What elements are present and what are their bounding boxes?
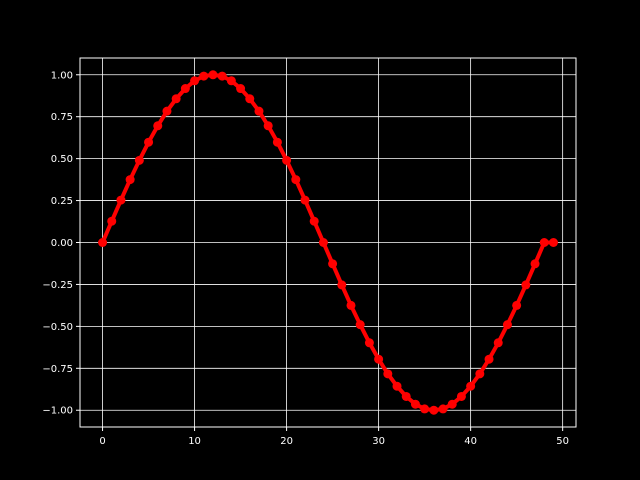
y-tick-label: −0.25 xyxy=(42,280,73,291)
y-tick-label: −0.50 xyxy=(42,322,73,333)
data-point xyxy=(346,300,356,310)
data-point xyxy=(245,94,255,104)
data-point xyxy=(144,137,154,147)
data-point xyxy=(530,259,540,269)
data-point xyxy=(374,354,384,364)
data-point xyxy=(263,121,273,131)
data-point xyxy=(493,338,503,348)
x-tick-label: 50 xyxy=(556,436,569,447)
data-point xyxy=(539,238,549,247)
x-tick-label: 30 xyxy=(372,436,385,447)
data-point xyxy=(282,155,292,165)
data-point xyxy=(116,195,126,205)
data-point xyxy=(521,280,531,290)
data-point xyxy=(171,94,181,104)
data-point xyxy=(438,404,448,414)
data-point xyxy=(548,238,558,247)
y-axis: −1.00 −0.75 −0.50 −0.25 0.00 0.25 0.50 0.75 1.00 xyxy=(42,70,80,417)
data-point xyxy=(401,391,411,401)
data-point xyxy=(162,106,172,116)
data-point xyxy=(512,300,522,310)
data-point xyxy=(318,238,328,247)
data-point xyxy=(309,216,319,226)
data-point xyxy=(328,259,338,269)
y-tick-label: −1.00 xyxy=(42,406,73,417)
y-tick-label: 0.00 xyxy=(51,238,73,249)
data-point xyxy=(337,280,347,290)
x-tick-label: 20 xyxy=(280,436,293,447)
data-point xyxy=(217,71,227,81)
data-point xyxy=(466,381,476,391)
grid-lines xyxy=(80,58,576,427)
data-point xyxy=(199,71,209,81)
data-point xyxy=(98,238,108,247)
data-point xyxy=(420,404,430,414)
data-point xyxy=(429,405,439,415)
series-layer xyxy=(98,70,558,415)
x-tick-label: 10 xyxy=(188,436,201,447)
data-point xyxy=(475,369,485,379)
y-tick-label: 0.75 xyxy=(51,112,73,123)
data-point xyxy=(456,391,466,401)
y-tick-label: −0.75 xyxy=(42,364,73,375)
data-point xyxy=(392,381,402,391)
data-point xyxy=(447,399,457,409)
data-point xyxy=(208,70,218,80)
x-axis: 0 10 20 30 40 50 xyxy=(99,427,569,447)
data-point xyxy=(153,121,163,131)
x-tick-label: 0 xyxy=(99,436,105,447)
y-tick-label: 0.50 xyxy=(51,154,73,165)
data-point xyxy=(226,76,236,86)
data-point xyxy=(355,320,365,330)
data-point xyxy=(300,195,310,205)
data-point xyxy=(190,76,200,86)
data-point xyxy=(484,354,494,364)
data-point xyxy=(107,216,117,226)
data-point xyxy=(125,175,135,185)
x-tick-label: 40 xyxy=(464,436,477,447)
data-point xyxy=(236,84,246,94)
data-point xyxy=(291,175,301,185)
data-point xyxy=(180,84,190,94)
data-point xyxy=(502,320,512,330)
y-tick-label: 0.25 xyxy=(51,196,73,207)
data-point xyxy=(383,369,393,379)
data-point xyxy=(272,137,282,147)
data-point xyxy=(410,399,420,409)
data-point xyxy=(364,338,374,348)
data-point xyxy=(254,106,264,116)
data-point xyxy=(134,155,144,165)
y-tick-label: 1.00 xyxy=(51,70,73,81)
